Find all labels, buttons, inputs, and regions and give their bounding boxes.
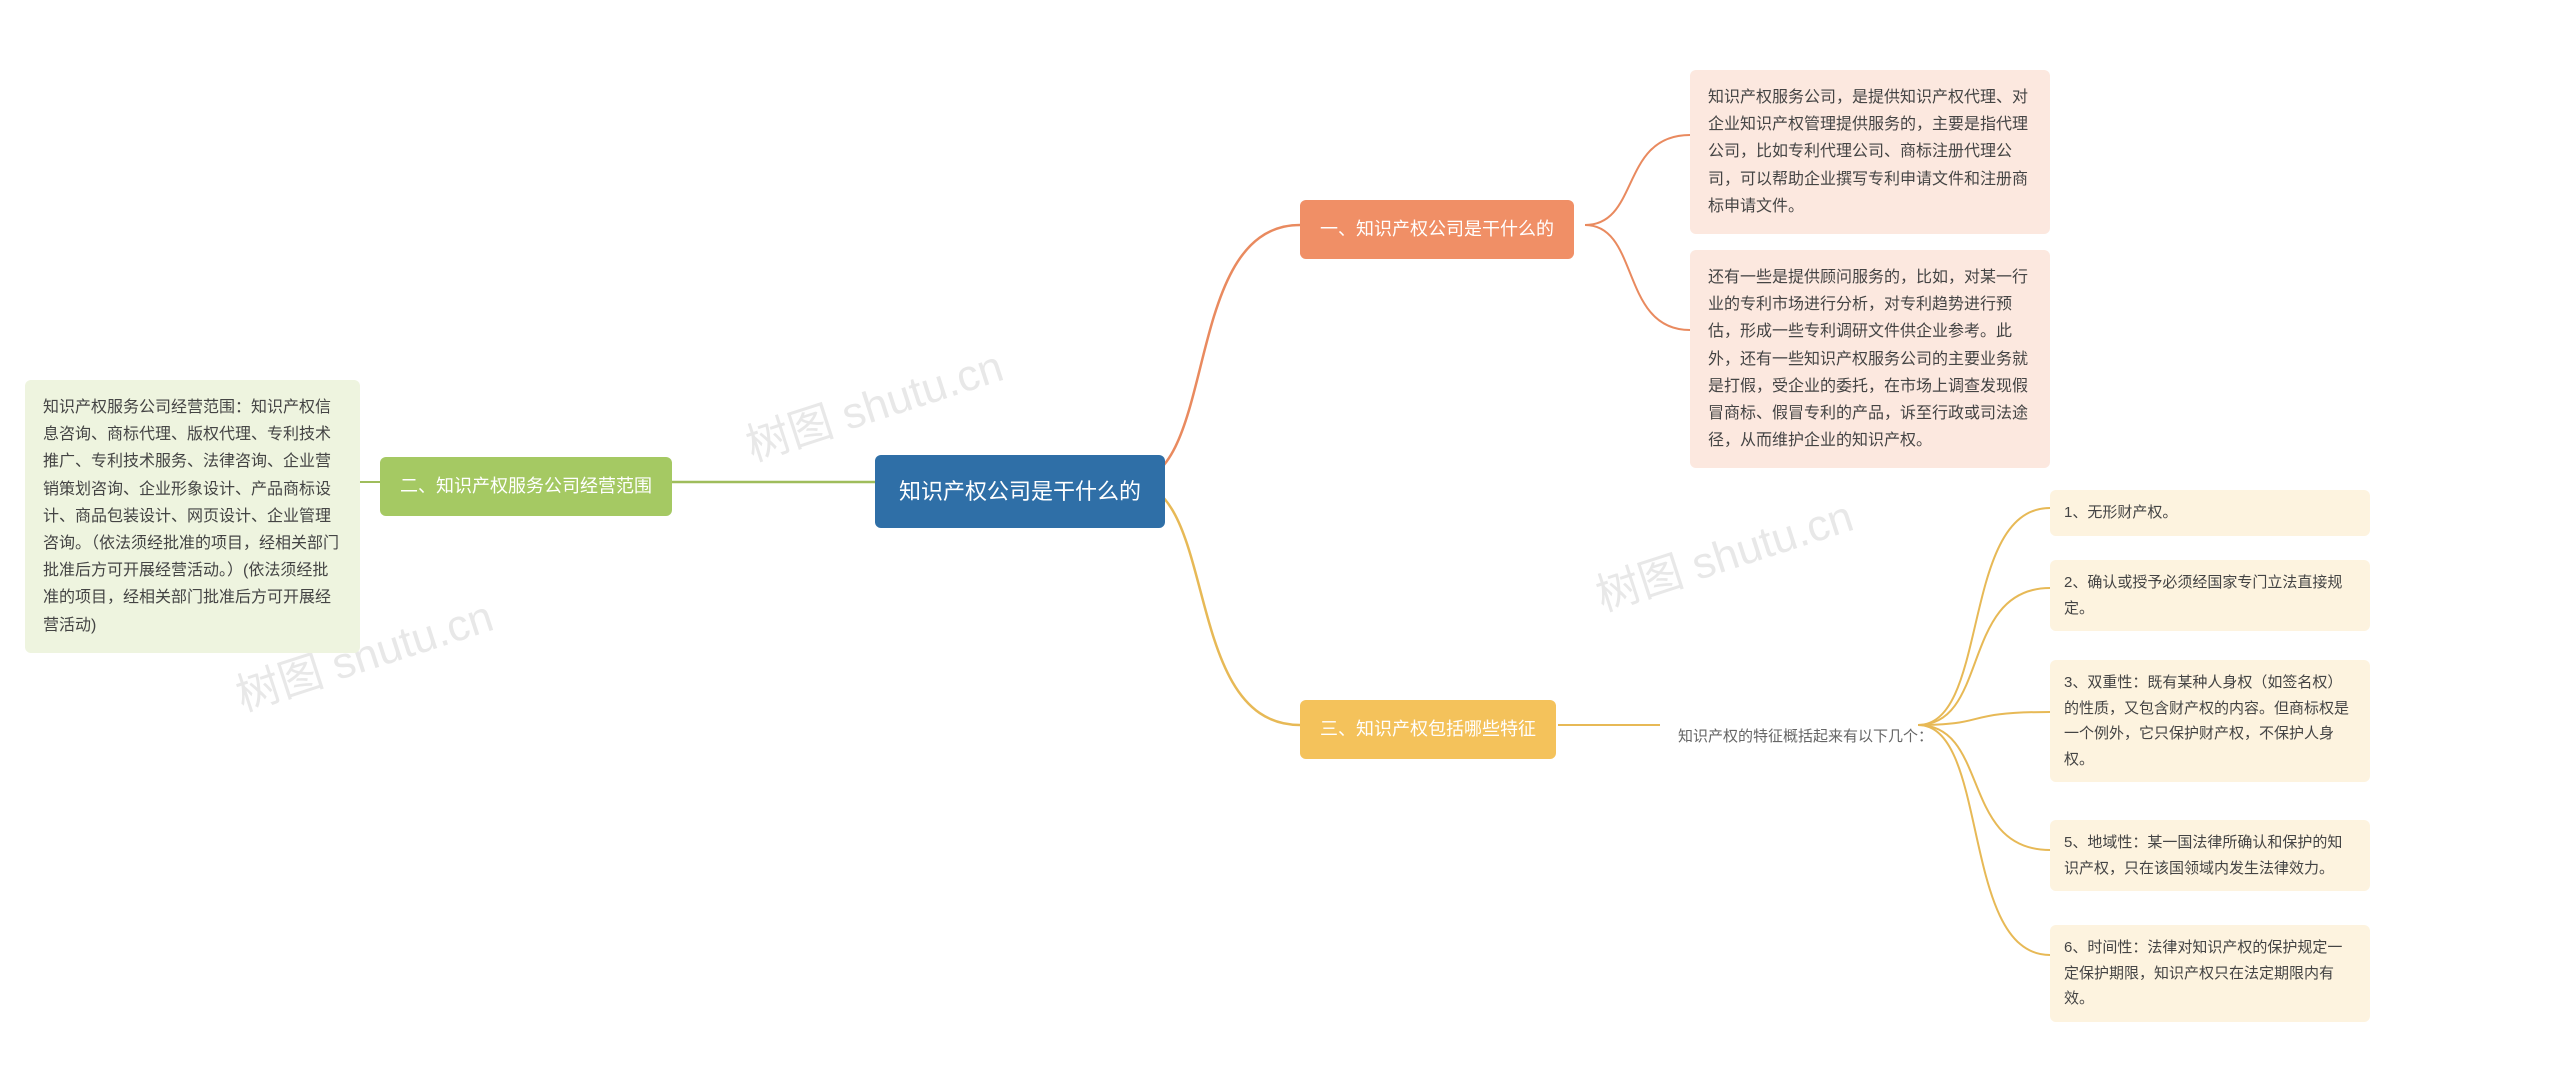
branch3-item-2: 2、确认或授予必须经国家专门立法直接规定。 [2050, 560, 2370, 631]
branch3-item-1: 1、无形财产权。 [2050, 490, 2370, 536]
branch3-item-3: 3、双重性：既有某种人身权（如签名权）的性质，又包含财产权的内容。但商标权是一个… [2050, 660, 2370, 782]
branch3-node[interactable]: 三、知识产权包括哪些特征 [1300, 700, 1556, 759]
branch1-leaf2: 还有一些是提供顾问服务的，比如，对某一行业的专利市场进行分析，对专利趋势进行预估… [1690, 250, 2050, 468]
watermark: 树图 shutu.cn [737, 330, 1010, 473]
branch3-intro: 知识产权的特征概括起来有以下几个： [1660, 710, 1951, 764]
branch2-node[interactable]: 二、知识产权服务公司经营范围 [380, 457, 672, 516]
watermark: 树图 shutu.cn [1587, 480, 1860, 623]
branch1-node[interactable]: 一、知识产权公司是干什么的 [1300, 200, 1574, 259]
branch3-item-5: 6、时间性：法律对知识产权的保护规定一定保护期限，知识产权只在法定期限内有效。 [2050, 925, 2370, 1022]
branch1-leaf1: 知识产权服务公司，是提供知识产权代理、对企业知识产权管理提供服务的，主要是指代理… [1690, 70, 2050, 234]
root-node[interactable]: 知识产权公司是干什么的 [875, 455, 1165, 528]
branch3-item-4: 5、地域性：某一国法律所确认和保护的知识产权，只在该国领域内发生法律效力。 [2050, 820, 2370, 891]
connector-lines [0, 0, 2560, 1080]
branch2-leaf: 知识产权服务公司经营范围：知识产权信息咨询、商标代理、版权代理、专利技术推广、专… [25, 380, 360, 653]
